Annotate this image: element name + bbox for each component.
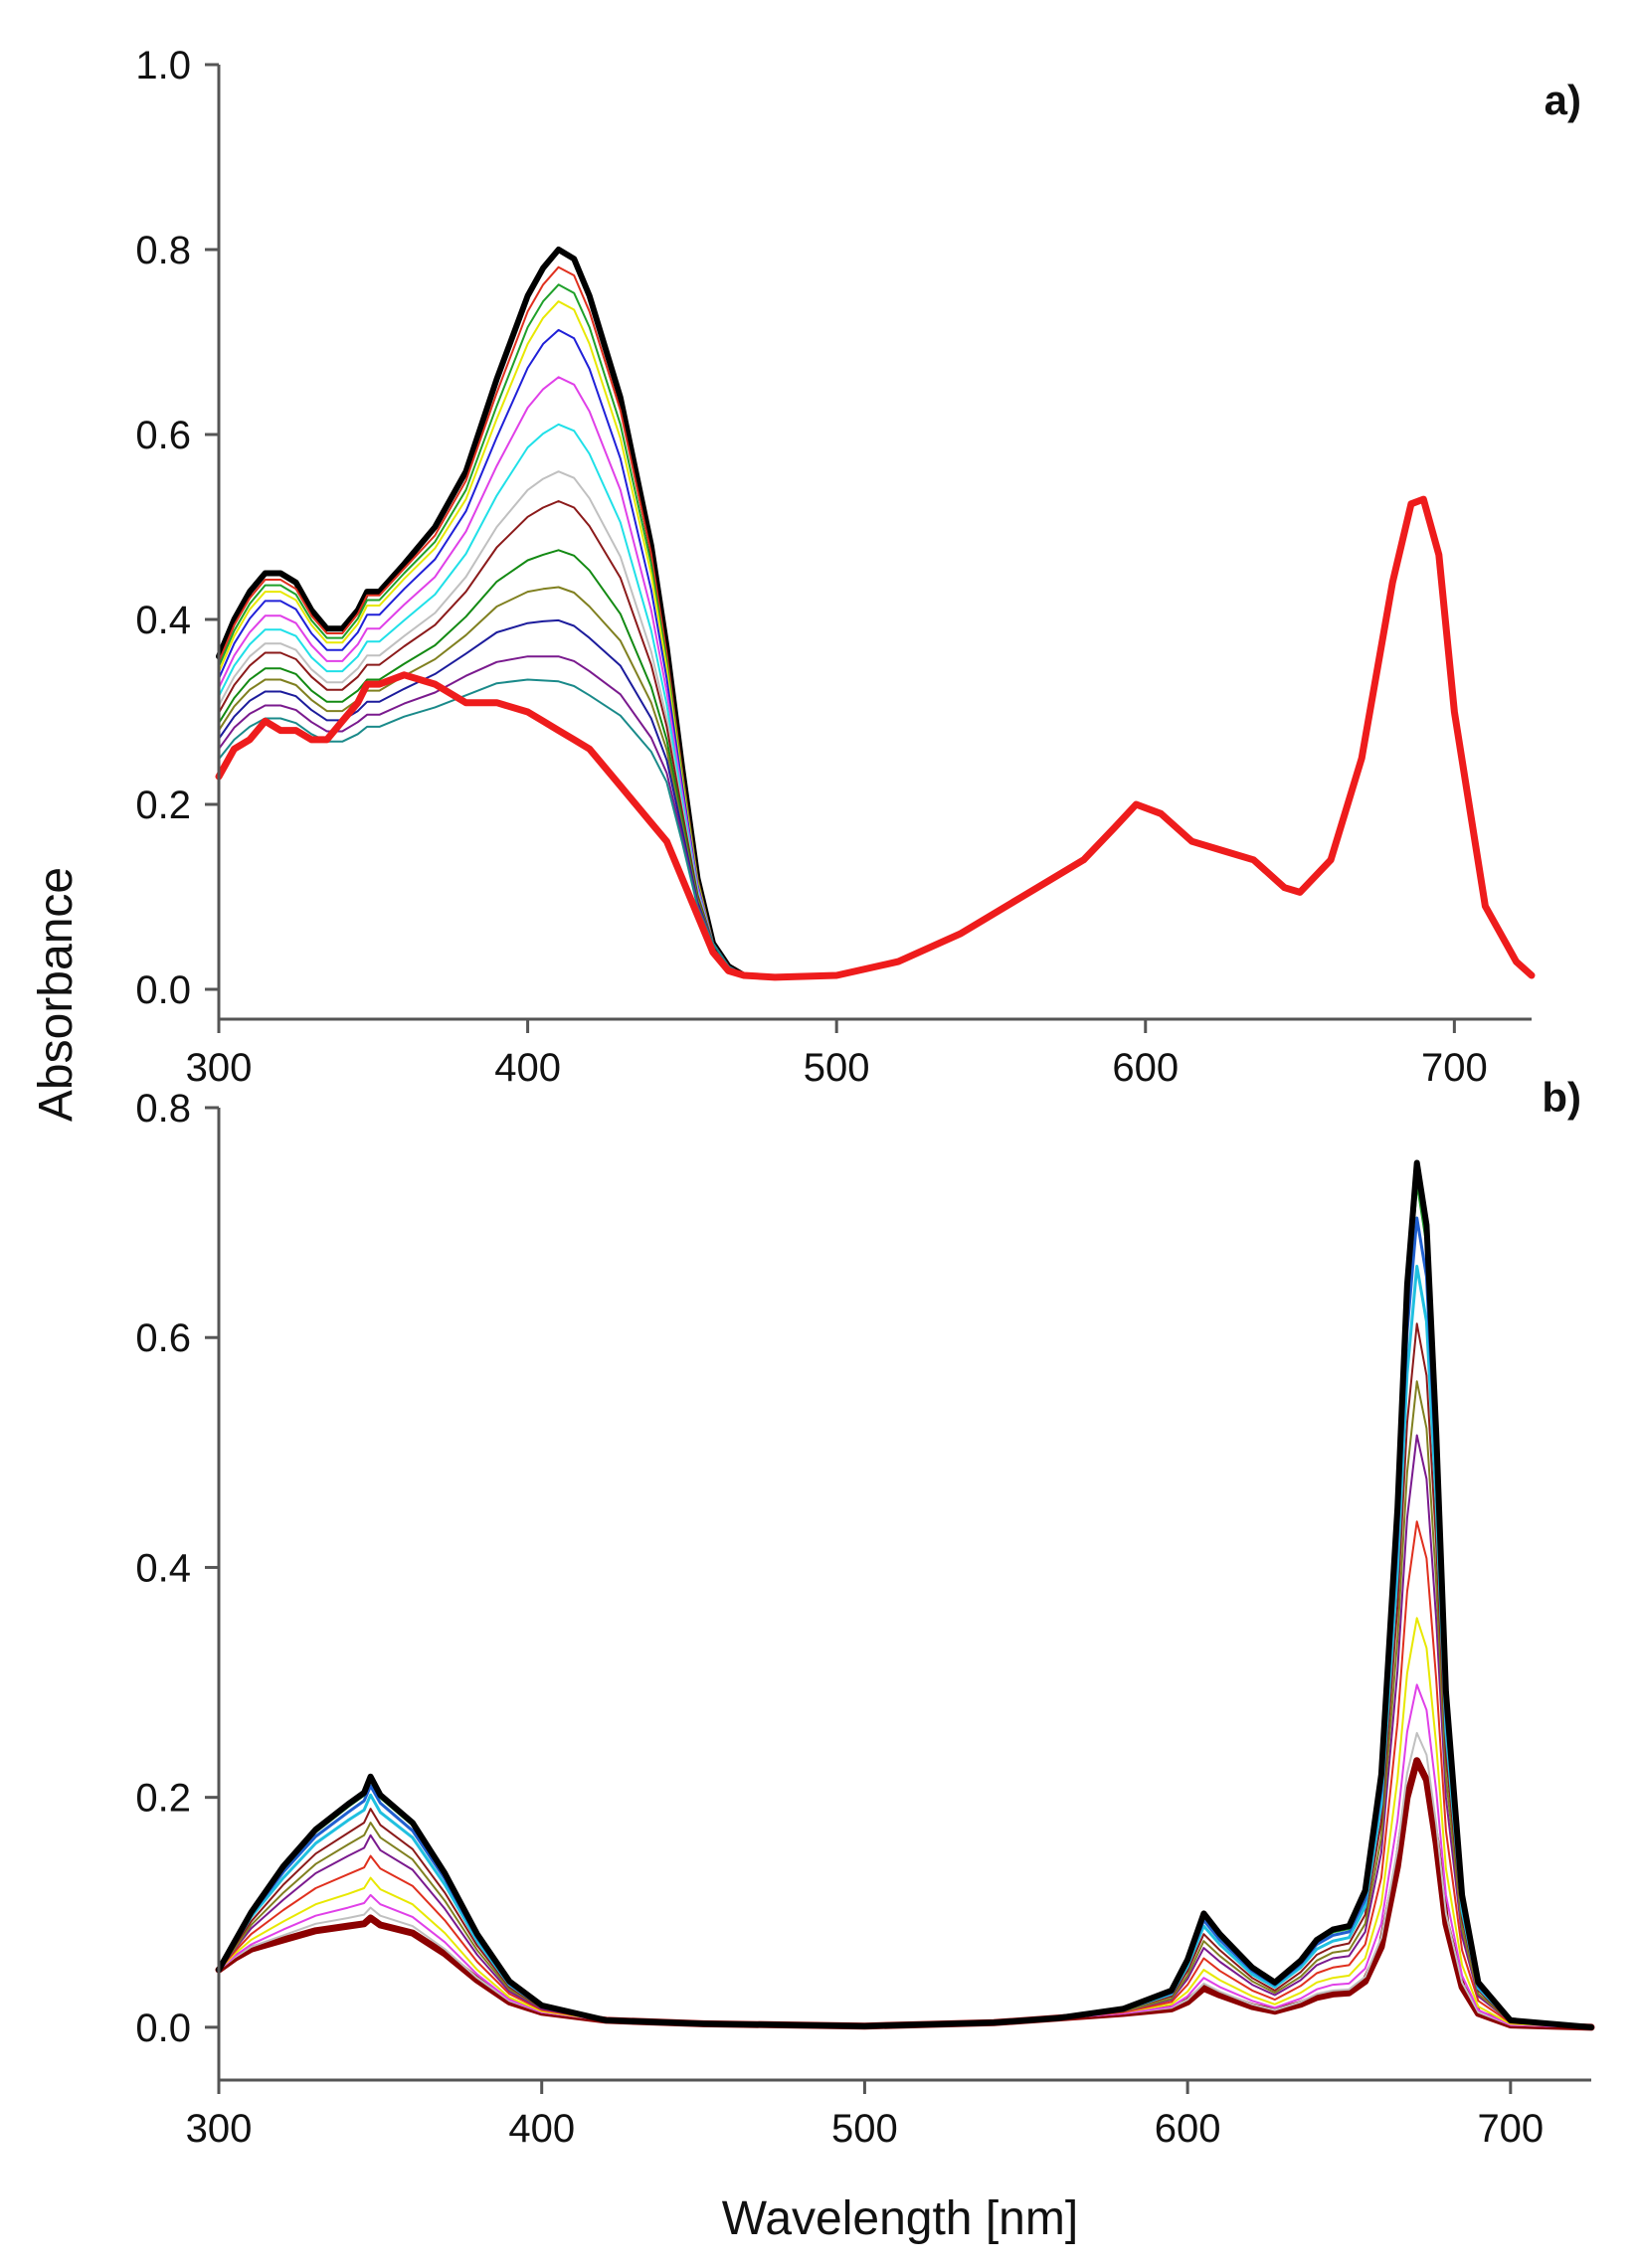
panel-a-x-tick-label: 600 (1112, 1046, 1179, 1090)
panel-b-series-final (216, 1159, 1594, 2030)
panel-a-x-tick-label: 700 (1421, 1046, 1488, 1090)
panel-a-x-tick-label: 300 (186, 1046, 253, 1090)
x-axis-title: Wavelength [nm] (722, 2192, 1078, 2245)
panel-a-x-tick-label: 400 (494, 1046, 561, 1090)
panel-b-x-tick-label: 500 (831, 2107, 898, 2151)
panel-b-label: b) (1542, 1074, 1581, 1121)
panel-a-label: a) (1545, 77, 1581, 123)
panel-b-series-s6 (218, 1380, 1592, 2028)
panel-b-series (215, 1159, 1595, 2031)
panel-b-series-initial (215, 1757, 1595, 2031)
panel-b-x-tick-label: 400 (508, 2107, 575, 2151)
panel-b-x-tick-label: 700 (1477, 2107, 1544, 2151)
panel-b-series-s3 (218, 1617, 1592, 2028)
panel-b-series-s4 (218, 1520, 1592, 2028)
panel-b-x-tick-label: 600 (1155, 2107, 1221, 2151)
panel-b-y-tick-label: 0.2 (135, 1777, 191, 1821)
panel-b: 0.0 0.2 0.4 0.6 0.8 300 400 500 600 700 b) (135, 1074, 1595, 2151)
panel-b-y-tick-label: 0.4 (135, 1546, 191, 1590)
panel-b-series-s2 (218, 1683, 1592, 2028)
panel-a-axes: 0.0 0.2 0.4 0.6 0.8 1.0 300 400 500 600 700 (135, 44, 1532, 1090)
panel-a-y-tick-label: 0.4 (135, 599, 191, 642)
panel-a-series (215, 247, 1536, 981)
panel-b-series-s7 (218, 1322, 1592, 2028)
panel-a-series-final (215, 495, 1536, 981)
panel-a: 0.0 0.2 0.4 0.6 0.8 1.0 300 400 500 600 700 a) (135, 44, 1581, 1090)
panel-a-y-tick-label: 0.2 (135, 784, 191, 827)
panel-a-y-tick-label: 0.0 (135, 968, 191, 1012)
panel-b-series-s1 (218, 1731, 1592, 2028)
panel-a-x-tick-label: 500 (804, 1046, 870, 1090)
panel-b-y-tick-label: 0.8 (135, 1087, 191, 1131)
panel-a-y-tick-label: 0.8 (135, 229, 191, 272)
panel-b-series-s5 (218, 1434, 1592, 2028)
y-axis-title: Absorbance (30, 867, 83, 1122)
panel-a-y-tick-label: 0.6 (135, 414, 191, 457)
panel-b-axes: 0.0 0.2 0.4 0.6 0.8 300 400 500 600 700 (135, 1087, 1591, 2151)
panel-b-y-tick-label: 0.6 (135, 1316, 191, 1360)
panel-a-y-tick-label: 1.0 (135, 44, 191, 87)
panel-b-y-tick-label: 0.0 (135, 2006, 191, 2050)
panel-b-x-tick-label: 300 (186, 2107, 253, 2151)
